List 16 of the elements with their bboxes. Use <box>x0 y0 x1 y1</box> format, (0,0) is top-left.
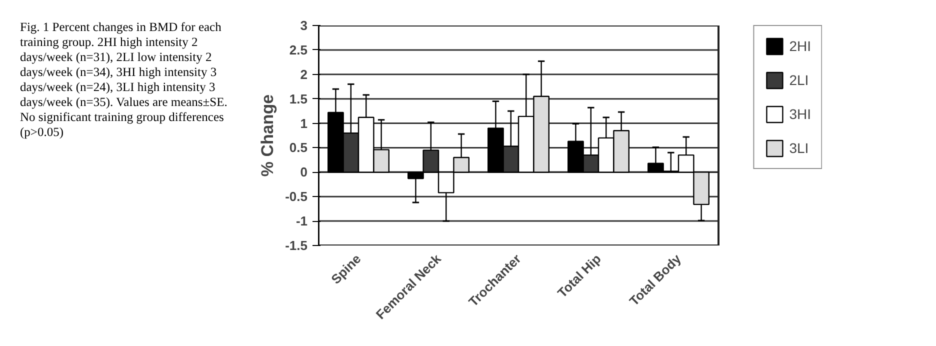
legend-label: 3LI <box>789 140 810 156</box>
y-tick-label: 1.5 <box>289 91 308 106</box>
y-axis-title: % Change <box>258 94 278 177</box>
y-tick-label: 3 <box>300 18 308 33</box>
y-tick-label: 2 <box>300 66 308 82</box>
y-tick-label: 0.5 <box>289 140 308 156</box>
legend-label: 2HI <box>789 38 811 54</box>
y-tick-label: -1 <box>296 214 308 229</box>
y-tick-label: 0 <box>300 164 308 180</box>
y-tick-label: -0.5 <box>285 189 308 204</box>
legend-label: 2LI <box>789 72 810 88</box>
caption: Fig. 1 Percent changes in BMD for each training group. 2HI high intensity 2 days/week (n=31), 2LI low intensity 2 days/week (n=34), 3HI high intensity 3 days/week (n=24), 3LI high intensity 3 days/week (n=35). Values are means±SE. No significant training group differences (p>0.05) <box>20 20 228 140</box>
y-tick-label: 2.5 <box>289 42 308 58</box>
y-tick-label: 1 <box>300 116 308 131</box>
y-tick-label: -1.5 <box>285 238 308 253</box>
legend-label: 3HI <box>789 106 811 122</box>
